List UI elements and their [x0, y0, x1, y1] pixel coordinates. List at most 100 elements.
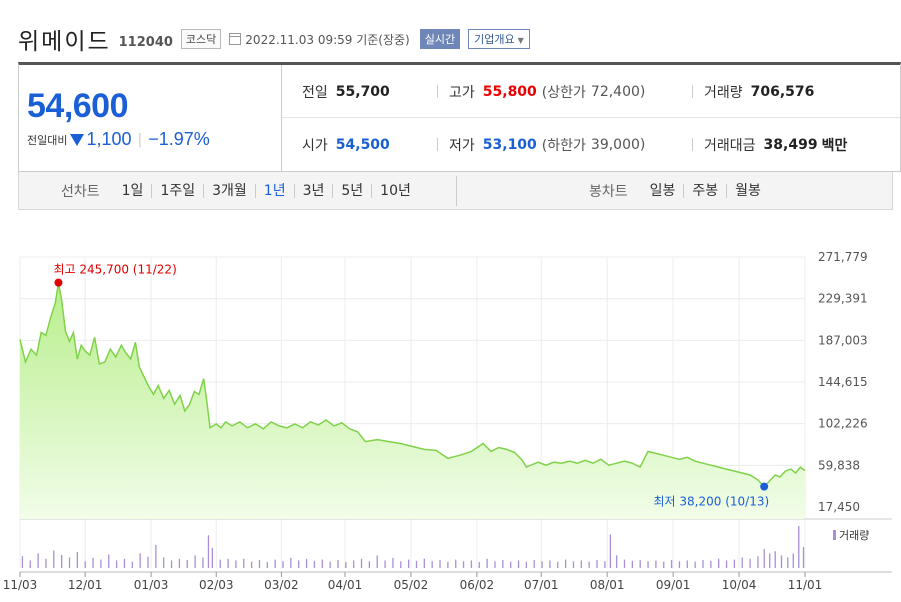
chevron-down-icon: ▼ — [517, 36, 524, 45]
tab-divider — [456, 176, 457, 206]
x-axis: 11/03 12/01 01/03 02/03 03/02 04/01 05/02 06/02… — [3, 572, 822, 592]
volume-bar — [37, 553, 39, 568]
volume-bar — [170, 560, 173, 568]
y-axis: 271,779 229,391 187,003 144,615 102,226 59,83… — [818, 250, 868, 514]
open-value: 54,500 — [335, 136, 390, 153]
volume-bar — [486, 558, 488, 568]
volume-bar — [694, 561, 696, 568]
high: 고가 55,800 (상한가 72,400) — [437, 65, 645, 118]
volume-bar — [178, 558, 181, 568]
volume-bar — [100, 559, 102, 568]
volume-bar — [266, 562, 268, 568]
volume-bar — [29, 560, 31, 568]
tab-daily[interactable]: 일봉 — [649, 183, 676, 199]
volume: 거래량 706,576 — [692, 65, 814, 118]
volume-bar — [290, 557, 292, 568]
volume-bar — [21, 556, 24, 568]
company-overview-dropdown[interactable]: 기업개요 ▼ — [468, 29, 530, 49]
volume-bar — [368, 561, 371, 568]
volume-bar — [321, 559, 323, 568]
low-annotation-date: (10/13) — [721, 495, 769, 509]
tab-10y[interactable]: 10년 — [371, 184, 419, 198]
quote-stats: 전일 55,700 고가 55,800 (상한가 72,400) 거래량 706,576 … — [282, 65, 900, 172]
amount-label: 거래대금 — [704, 137, 756, 154]
x-tick-label: 03/02 — [264, 578, 299, 592]
volume-bar — [733, 559, 736, 568]
y-tick-label: 17,450 — [818, 500, 860, 514]
volume-bar — [194, 555, 196, 568]
volume-bar — [604, 561, 606, 568]
low-marker — [760, 482, 769, 491]
tab-1y[interactable]: 1년 — [254, 184, 294, 198]
volume-bar — [757, 556, 759, 568]
volume-bar — [115, 560, 118, 568]
volume-bar — [580, 560, 582, 568]
volume-value: 706,576 — [750, 83, 815, 100]
volume-bar — [678, 561, 681, 568]
tab-weekly[interactable]: 주봉 — [683, 184, 726, 198]
low-annotation-label: 최저 — [654, 495, 676, 509]
x-tick-label: 02/03 — [199, 578, 234, 592]
volume-legend-label: 거래량 — [839, 529, 869, 542]
tab-3m[interactable]: 3개월 — [203, 184, 255, 198]
volume-bar — [686, 560, 688, 568]
volume-bar — [400, 561, 402, 568]
volume-bar — [631, 560, 633, 568]
high-annotation-date: (11/22) — [129, 263, 177, 277]
annotations: 최고 245,700 (11/22) 최저 38,200 (10/13) — [53, 263, 769, 509]
volume-bar — [533, 560, 535, 568]
volume-bar — [525, 561, 528, 568]
volume-bar — [147, 556, 149, 568]
stats-row-1: 전일 55,700 고가 55,800 (상한가 72,400) 거래량 706,576 — [282, 65, 900, 118]
volume-bar — [439, 560, 441, 568]
price-chart[interactable]: 271,779 229,391 187,003 144,615 102,226 59,83… — [0, 210, 901, 602]
y-tick-label: 59,838 — [818, 458, 860, 472]
low-label: 저가 — [449, 137, 475, 154]
volume-bar — [108, 554, 110, 568]
volume-bar — [802, 547, 805, 568]
volume-bar — [670, 560, 673, 568]
volume-bar — [780, 555, 783, 568]
price-line — [19, 282, 806, 488]
volume-bar — [163, 557, 165, 568]
volume-bar — [725, 560, 728, 568]
x-tick-label: 04/01 — [328, 578, 363, 592]
tab-monthly[interactable]: 월봉 — [726, 184, 769, 198]
volume-bar — [609, 534, 612, 568]
volume-bar — [502, 560, 504, 568]
volume-bar — [455, 559, 457, 568]
volume-bar — [202, 557, 204, 568]
volume-legend-swatch — [833, 530, 836, 540]
company-name: 위메이드 — [18, 29, 111, 55]
x-tick-label: 10/04 — [722, 578, 757, 592]
down-arrow-icon — [70, 133, 85, 146]
volume-bar — [305, 558, 308, 568]
lower-limit-value: 39,000) — [590, 136, 646, 153]
y-tick-label: 229,391 — [818, 292, 868, 306]
candle-chart-tabs: 봉차트 일봉 주봉 월봉 — [589, 172, 769, 210]
volume-bar — [227, 558, 229, 568]
trade-amount: 거래대금 38,499 백만 — [692, 118, 847, 171]
tab-3y[interactable]: 3년 — [293, 184, 333, 198]
volume-bar — [155, 544, 157, 568]
volume-bar — [423, 558, 425, 568]
volume-bar — [792, 553, 794, 568]
volume-bar — [702, 560, 704, 568]
volume-bar — [787, 557, 789, 568]
realtime-button[interactable]: 실시간 — [419, 29, 461, 49]
volume-bar — [84, 561, 86, 568]
y-tick-label: 271,779 — [818, 250, 868, 264]
tab-5y[interactable]: 5년 — [332, 184, 371, 198]
tab-1d[interactable]: 1일 — [121, 183, 144, 199]
tab-1w[interactable]: 1주일 — [151, 184, 203, 198]
amount-unit: 백만 — [821, 137, 848, 154]
volume-bar — [68, 557, 71, 568]
volume-bar — [407, 559, 410, 568]
low: 저가 53,100 (하한가 39,000) — [437, 118, 645, 171]
volume-bar — [345, 562, 347, 568]
prev-close: 전일 55,700 — [302, 65, 390, 118]
quote-panel: 54,600 전일대비 1,100 | −1.97% 전일 55,700 고가 55… — [18, 62, 901, 172]
stock-code: 112040 — [118, 34, 173, 50]
volume-bar — [623, 559, 626, 568]
volume-bar — [131, 561, 133, 568]
